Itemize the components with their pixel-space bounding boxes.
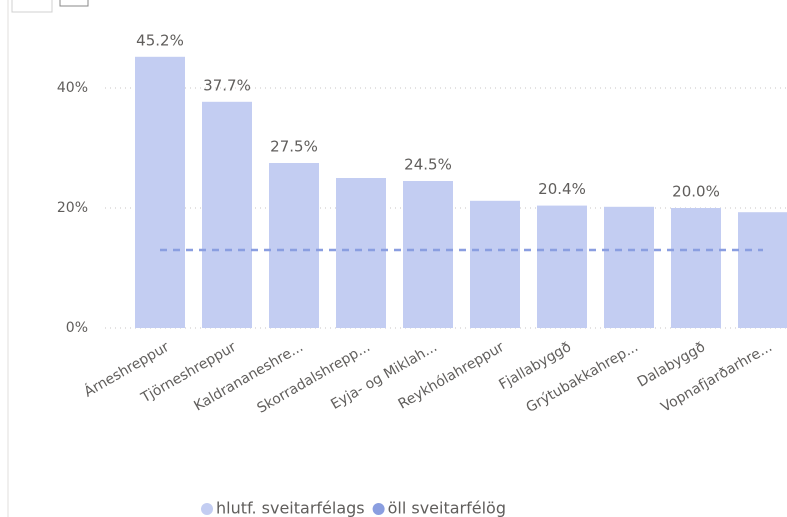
data-label: 20.4% <box>538 180 586 198</box>
x-tick-label: Vopnafjarðarhre... <box>658 339 775 416</box>
bar <box>269 163 319 328</box>
data-label: 24.5% <box>404 156 452 174</box>
bar <box>336 178 386 328</box>
focus-icon <box>11 0 53 13</box>
legend-label: hlutf. sveitarfélags <box>216 499 365 517</box>
bar <box>470 200 520 328</box>
x-tick-label: Kaldrananeshre... <box>191 339 306 414</box>
x-tick-label: Grýtubakkahrep... <box>524 339 641 416</box>
legend-swatch <box>372 503 385 515</box>
bar <box>135 56 185 329</box>
bar <box>604 206 654 328</box>
data-label: 27.5% <box>270 138 318 156</box>
more-icon <box>59 0 89 7</box>
y-tick-label: 0% <box>66 320 88 336</box>
bar <box>537 205 587 328</box>
bar <box>403 181 453 328</box>
y-tick-label: 20% <box>57 200 88 216</box>
y-tick-label: 40% <box>57 80 88 96</box>
data-label: 37.7% <box>203 76 251 94</box>
x-tick-label: Skorradalshrepp... <box>254 339 373 417</box>
data-label: 20.0% <box>672 183 720 201</box>
data-label: 45.2% <box>136 31 184 49</box>
bar <box>202 101 252 328</box>
legend-label: öll sveitarfélög <box>388 499 506 517</box>
bar <box>671 208 721 328</box>
legend-swatch <box>201 503 213 515</box>
bar <box>738 212 787 328</box>
